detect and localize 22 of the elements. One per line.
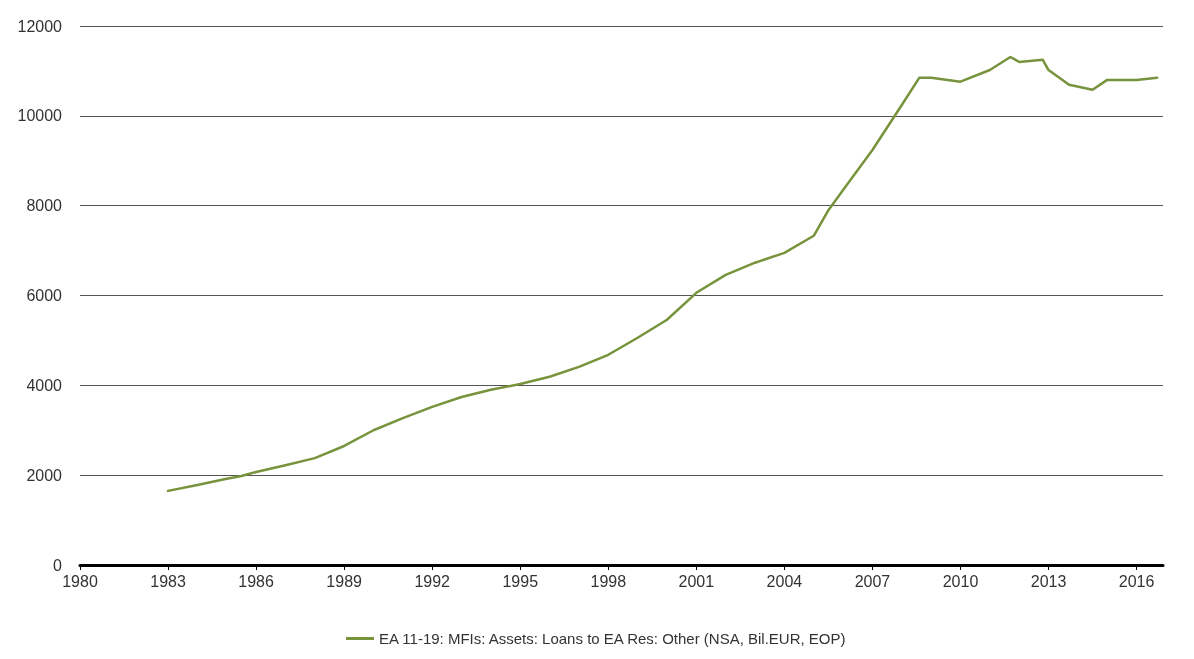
x-tick-label: 1983: [150, 572, 186, 590]
x-tick-label: 2013: [1030, 572, 1067, 590]
x-tick-label: 1986: [238, 572, 274, 590]
y-tick-label: 4000: [26, 376, 63, 394]
y-tick-label: 12000: [17, 17, 63, 35]
legend-label: EA 11-19: MFIs: Assets: Loans to EA Res: Other (NSA, Bil.EUR, EOP): [378, 630, 846, 647]
x-tick-label: 2007: [854, 572, 891, 590]
x-tick-label: 2004: [766, 572, 803, 590]
x-tick-label: 2001: [678, 572, 715, 590]
x-tick-label: 2010: [942, 572, 979, 590]
y-tick-label: 2000: [26, 466, 63, 484]
y-tick-label: 0: [53, 556, 63, 574]
line-series: [166, 55, 1159, 493]
x-tick-label: 1989: [326, 572, 363, 590]
y-tick-label: 10000: [17, 107, 63, 125]
y-tick-label: 8000: [26, 197, 63, 215]
x-tick-label: 2016: [1118, 572, 1155, 590]
x-tick-label: 1995: [502, 572, 539, 590]
x-tick-label: 1980: [62, 572, 98, 590]
x-tick-label: 1992: [414, 572, 451, 590]
y-tick-label: 6000: [26, 287, 63, 304]
x-tick-label: 1998: [590, 572, 627, 590]
